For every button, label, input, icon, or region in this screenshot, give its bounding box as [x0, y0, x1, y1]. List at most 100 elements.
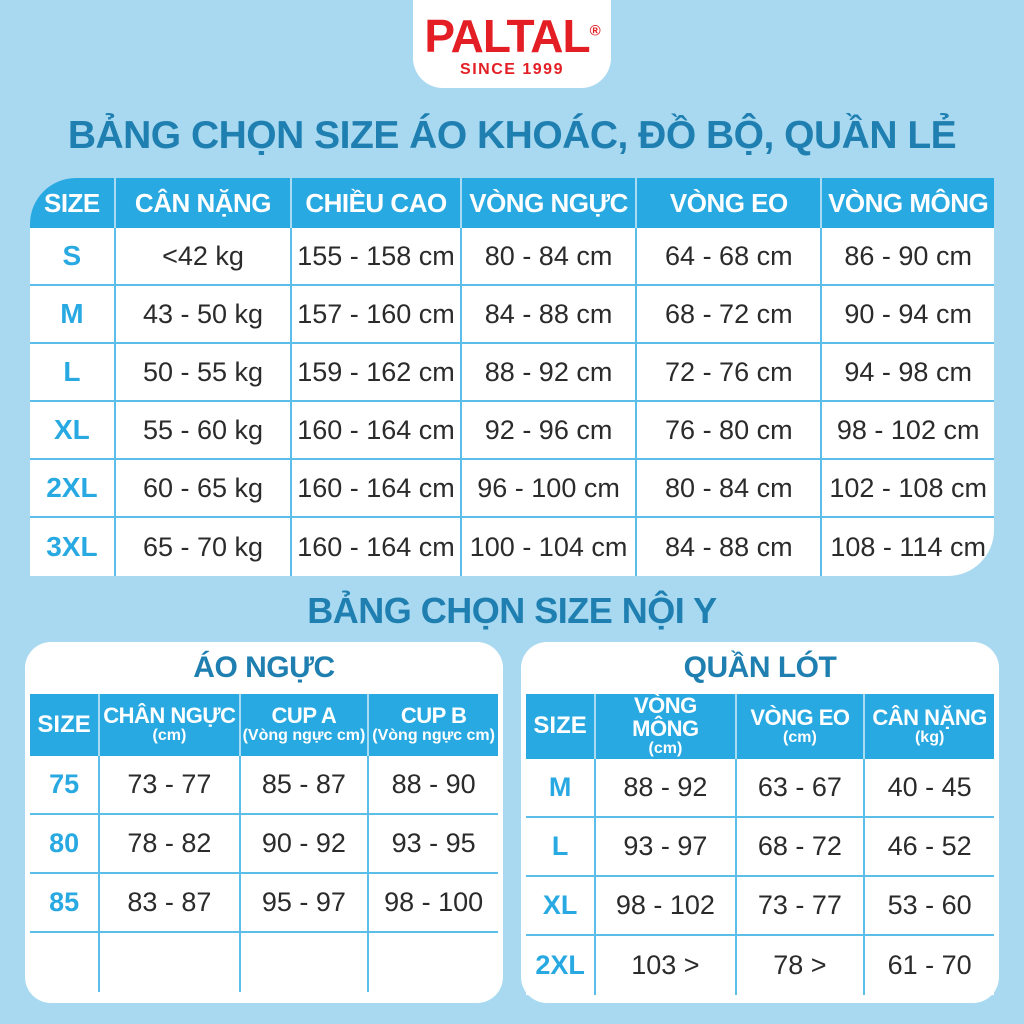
- table-row: L 50 - 55 kg 159 - 162 cm 88 - 92 cm 72 - 76…: [30, 344, 994, 402]
- value-cell: 93 - 97: [596, 817, 737, 877]
- value-cell: 90 - 92: [240, 815, 370, 874]
- value-cell: 61 - 70: [865, 935, 994, 995]
- value-cell: 155 - 158 cm: [292, 228, 462, 286]
- table-row: 3XL 65 - 70 kg 160 - 164 cm 100 - 104 cm 84 …: [30, 518, 994, 576]
- value-cell: 68 - 72: [736, 817, 866, 877]
- header-cell: SIZE: [526, 694, 597, 759]
- table-row: M 43 - 50 kg 157 - 160 cm 84 - 88 cm 68 - 72…: [30, 286, 994, 344]
- header-label: CHÂN NGỰC: [103, 703, 236, 729]
- value-cell: [100, 933, 241, 992]
- value-cell: 76 - 80 cm: [637, 402, 823, 460]
- value-cell: 83 - 87: [100, 874, 241, 933]
- value-cell: <42 kg: [115, 228, 293, 286]
- table-row: 85 83 - 87 95 - 97 98 - 100: [30, 874, 498, 933]
- bra-size-table: SIZE CHÂN NGỰC (cm) CUP A (Vòng ngực cm) CUP …: [30, 694, 498, 992]
- value-cell: 80 - 84 cm: [461, 228, 638, 286]
- size-cell: M: [30, 286, 116, 344]
- size-cell: 3XL: [30, 518, 116, 576]
- value-cell: 78 >: [736, 935, 866, 995]
- value-cell: 159 - 162 cm: [292, 344, 462, 402]
- value-cell: 86 - 90 cm: [822, 228, 994, 286]
- value-cell: 92 - 96 cm: [461, 402, 638, 460]
- size-cell: [30, 933, 101, 992]
- brand-name: PALTAL®: [424, 13, 601, 59]
- brand-text: PALTAL: [424, 9, 590, 62]
- value-cell: 50 - 55 kg: [115, 344, 293, 402]
- header-cell: CUP A (Vòng ngực cm): [240, 694, 370, 756]
- value-cell: 100 - 104 cm: [461, 518, 638, 576]
- header-unit: (Vòng ngực cm): [372, 727, 495, 745]
- value-cell: 160 - 164 cm: [292, 460, 462, 518]
- table-row: S <42 kg 155 - 158 cm 80 - 84 cm 64 - 68 cm 8…: [30, 228, 994, 286]
- value-cell: 65 - 70 kg: [115, 518, 293, 576]
- size-cell: L: [30, 344, 116, 402]
- value-cell: 84 - 88 cm: [637, 518, 823, 576]
- underwear-size-table-header: SIZE VÒNG MÔNG (cm) VÒNG EO (cm) CÂN NẶNG (kg): [526, 694, 994, 759]
- underwear-size-table: SIZE VÒNG MÔNG (cm) VÒNG EO (cm) CÂN NẶNG (kg)…: [526, 694, 994, 995]
- value-cell: 80 - 84 cm: [637, 460, 823, 518]
- value-cell: 43 - 50 kg: [115, 286, 293, 344]
- header-unit: (cm): [783, 728, 817, 746]
- brand-logo: PALTAL® SINCE 1999: [413, 0, 611, 88]
- header-cell: CHÂN NGỰC (cm): [100, 694, 241, 756]
- value-cell: 96 - 100 cm: [461, 460, 638, 518]
- size-cell: XL: [526, 876, 597, 936]
- value-cell: 73 - 77: [100, 756, 241, 815]
- size-cell: 80: [30, 815, 101, 874]
- underwear-card-title: QUẦN LÓT: [683, 651, 837, 684]
- header-cell: VÒNG EO: [637, 178, 823, 228]
- table-row: M 88 - 92 63 - 67 40 - 45: [526, 758, 994, 818]
- header-row: SIZE CÂN NẶNG CHIỀU CAO VÒNG NGỰC VÒNG EO VÒN…: [30, 178, 994, 228]
- header-unit: (cm): [648, 740, 683, 758]
- bra-size-table-header: SIZE CHÂN NGỰC (cm) CUP A (Vòng ngực cm) CUP …: [30, 694, 498, 756]
- outerwear-size-table-body: S <42 kg 155 - 158 cm 80 - 84 cm 64 - 68 cm 8…: [30, 228, 994, 576]
- size-cell: M: [526, 758, 597, 818]
- value-cell: 40 - 45: [865, 758, 994, 818]
- header-label: CUP B: [400, 703, 467, 729]
- header-row: SIZE CHÂN NGỰC (cm) CUP A (Vòng ngực cm) CUP …: [30, 694, 498, 756]
- lingerie-cards: ÁO NGỰC SIZE CHÂN NGỰC (cm) CUP A (Vòng ngực…: [25, 642, 999, 1003]
- value-cell: 73 - 77: [736, 876, 866, 936]
- table-row: XL 55 - 60 kg 160 - 164 cm 92 - 96 cm 76 - 8…: [30, 402, 994, 460]
- table-row: 2XL 60 - 65 kg 160 - 164 cm 96 - 100 cm 80 -…: [30, 460, 994, 518]
- underwear-size-table-body: M 88 - 92 63 - 67 40 - 45 L 93 - 97 68 - 72 46 …: [526, 758, 994, 995]
- header-unit: (Vòng ngực cm): [242, 727, 366, 745]
- value-cell: 98 - 100: [369, 874, 498, 933]
- header-label: VÒNG EO: [750, 704, 850, 730]
- value-cell: 157 - 160 cm: [292, 286, 462, 344]
- size-cell: 75: [30, 756, 101, 815]
- value-cell: 93 - 95: [369, 815, 498, 874]
- value-cell: 84 - 88 cm: [461, 286, 638, 344]
- table-row: 75 73 - 77 85 - 87 88 - 90: [30, 756, 498, 815]
- main-title: BẢNG CHỌN SIZE ÁO KHOÁC, ĐỒ BỘ, QUẦN LẺ: [67, 114, 957, 157]
- header-cell: CHIỀU CAO: [292, 178, 462, 228]
- table-row: L 93 - 97 68 - 72 46 - 52: [526, 817, 994, 877]
- value-cell: 98 - 102 cm: [822, 402, 994, 460]
- value-cell: 60 - 65 kg: [115, 460, 293, 518]
- header-cell: CÂN NẶNG: [115, 178, 293, 228]
- value-cell: 72 - 76 cm: [637, 344, 823, 402]
- size-cell: 85: [30, 874, 101, 933]
- value-cell: 103 >: [596, 935, 737, 995]
- value-cell: 160 - 164 cm: [292, 518, 462, 576]
- table-row: XL 98 - 102 73 - 77 53 - 60: [526, 876, 994, 936]
- value-cell: 63 - 67: [736, 758, 866, 818]
- bra-size-table-body: 75 73 - 77 85 - 87 88 - 90 80 78 - 82 90 - 92 9…: [30, 756, 498, 992]
- table-row: [30, 933, 498, 992]
- value-cell: 64 - 68 cm: [637, 228, 823, 286]
- registered-mark-icon: ®: [589, 22, 601, 40]
- size-cell: XL: [30, 402, 116, 460]
- value-cell: 102 - 108 cm: [822, 460, 994, 518]
- value-cell: [240, 933, 370, 992]
- value-cell: 94 - 98 cm: [822, 344, 994, 402]
- value-cell: 85 - 87: [240, 756, 370, 815]
- value-cell: 160 - 164 cm: [292, 402, 462, 460]
- header-label: CÂN NẶNG: [872, 704, 987, 730]
- header-label: VÒNG MÔNG: [632, 693, 699, 742]
- value-cell: 108 - 114 cm: [822, 518, 994, 576]
- outerwear-size-table-header: SIZE CÂN NẶNG CHIỀU CAO VÒNG NGỰC VÒNG EO VÒN…: [30, 178, 994, 228]
- size-cell: 2XL: [30, 460, 116, 518]
- size-cell: S: [30, 228, 116, 286]
- header-unit: (cm): [152, 727, 187, 745]
- value-cell: 88 - 90: [369, 756, 498, 815]
